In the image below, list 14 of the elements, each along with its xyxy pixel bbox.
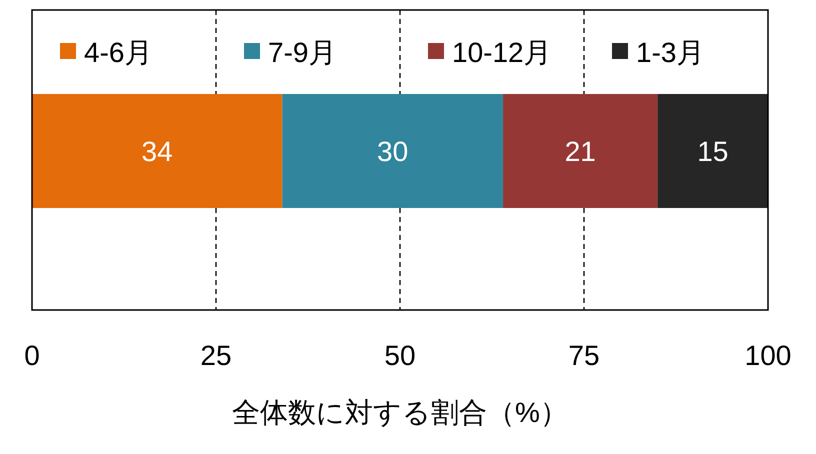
x-axis-title: 全体数に対する割合（%） xyxy=(232,397,568,428)
legend-label: 7-9月 xyxy=(268,37,336,68)
legend-label: 10-12月 xyxy=(452,37,552,68)
legend-label: 4-6月 xyxy=(84,37,152,68)
x-tick-label: 50 xyxy=(384,340,416,371)
data-label: 21 xyxy=(564,136,596,167)
x-tick-label: 100 xyxy=(744,340,792,371)
x-tick-label: 0 xyxy=(24,340,40,371)
legend-label: 1-3月 xyxy=(636,37,704,68)
data-label: 34 xyxy=(142,136,173,167)
data-label: 15 xyxy=(697,136,728,167)
x-tick-label: 75 xyxy=(568,340,600,371)
data-label: 30 xyxy=(377,136,408,167)
x-tick-label: 25 xyxy=(200,340,232,371)
